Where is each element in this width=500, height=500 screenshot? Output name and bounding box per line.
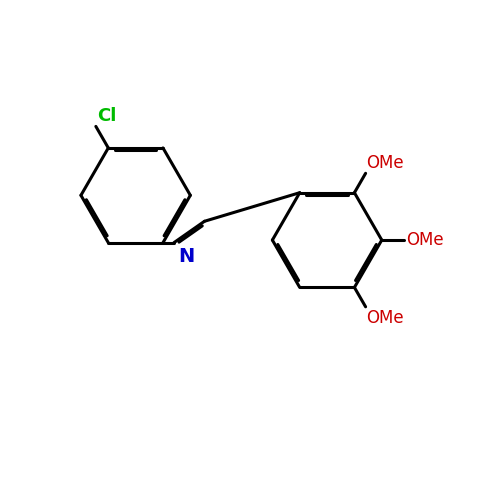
Text: Cl: Cl [98,107,116,125]
Text: OMe: OMe [406,231,444,249]
Text: OMe: OMe [366,308,404,326]
Text: OMe: OMe [366,154,404,172]
Text: N: N [178,246,194,266]
